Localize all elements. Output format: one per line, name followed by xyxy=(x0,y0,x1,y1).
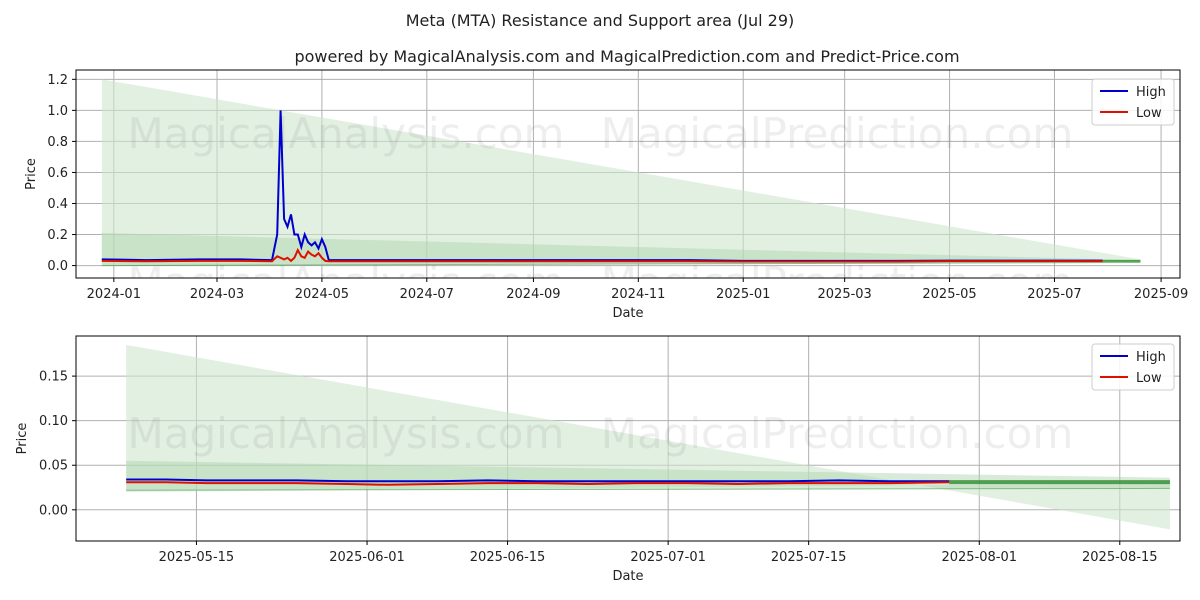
x-tick-label: 2024-03 xyxy=(190,287,244,302)
y-axis-label: Price xyxy=(15,423,30,455)
chart-title: Meta (MTA) Resistance and Support area (… xyxy=(406,11,795,30)
x-tick-label: 2025-06-01 xyxy=(329,550,405,565)
x-tick-label: 2025-06-15 xyxy=(470,550,546,565)
axes-frame xyxy=(75,69,1181,279)
y-tick-label: 0.10 xyxy=(39,414,68,429)
x-tick-label: 2025-07 xyxy=(1027,287,1081,302)
x-tick-label: 2025-07-01 xyxy=(630,550,706,565)
y-axis-label: Price xyxy=(24,158,39,190)
support-lower-line xyxy=(126,487,1170,491)
y-tick-label: 1.2 xyxy=(47,73,68,88)
x-tick-label: 2025-01 xyxy=(716,287,770,302)
watermark-text: MagicalAnalysis.com xyxy=(128,258,565,307)
x-tick-label: 2025-09 xyxy=(1134,287,1188,302)
x-tick-label: 2025-05-15 xyxy=(159,550,235,565)
x-tick-label: 2025-07-15 xyxy=(771,550,847,565)
series-line-low xyxy=(101,247,1103,263)
bottom-chart-panel: MagicalAnalysis.com MagicalPrediction.com… xyxy=(15,335,1181,584)
x-tick-label: 2024-07 xyxy=(400,287,454,302)
y-tick-label: 0.6 xyxy=(47,166,68,181)
legend-label-high: High xyxy=(1136,85,1166,100)
watermark-text: MagicalPrediction.com xyxy=(601,258,1074,307)
resistance-area xyxy=(101,79,1141,266)
y-tick-label: 0.8 xyxy=(47,135,68,150)
x-axis-label: Date xyxy=(612,306,643,321)
watermark-text: MagicalPrediction.com xyxy=(601,409,1074,458)
support-area xyxy=(101,232,1141,266)
watermark-text: MagicalAnalysis.com xyxy=(128,109,565,158)
x-tick-label: 2024-05 xyxy=(295,287,349,302)
x-tick-label: 2024-01 xyxy=(87,287,141,302)
y-tick-label: 1.0 xyxy=(47,104,68,119)
x-tick-label: 2024-11 xyxy=(611,287,665,302)
support-lower-line xyxy=(101,261,1141,267)
legend-label-low: Low xyxy=(1136,106,1162,121)
y-tick-label: 0.00 xyxy=(39,503,68,518)
watermark-text: MagicalAnalysis.com xyxy=(128,409,565,458)
x-tick-label: 2024-09 xyxy=(506,287,560,302)
watermark-text: MagicalPrediction.com xyxy=(601,109,1074,158)
axes-frame xyxy=(75,335,1181,542)
y-tick-label: 0.4 xyxy=(47,197,68,212)
series-line-high xyxy=(126,478,950,483)
x-tick-label: 2025-08-15 xyxy=(1082,550,1158,565)
y-tick-label: 0.2 xyxy=(47,228,68,243)
x-tick-label: 2025-08-01 xyxy=(941,550,1017,565)
chart-subtitle: powered by MagicalAnalysis.com and Magic… xyxy=(294,47,959,66)
x-tick-label: 2025-03 xyxy=(818,287,872,302)
top-chart-panel: MagicalAnalysis.com MagicalPrediction.com… xyxy=(24,69,1188,321)
y-tick-label: 0.0 xyxy=(47,259,68,274)
x-tick-label: 2025-05 xyxy=(922,287,976,302)
series-line-low xyxy=(126,481,950,486)
legend-label-low: Low xyxy=(1136,371,1162,386)
y-tick-label: 0.15 xyxy=(39,370,68,385)
legend-label-high: High xyxy=(1136,350,1166,365)
plot-content: MagicalAnalysis.com MagicalPrediction.com… xyxy=(76,70,1180,307)
plot-content: MagicalAnalysis.com MagicalPrediction.com xyxy=(76,336,1180,541)
x-axis-label: Date xyxy=(612,569,643,584)
y-tick-label: 0.05 xyxy=(39,459,68,474)
